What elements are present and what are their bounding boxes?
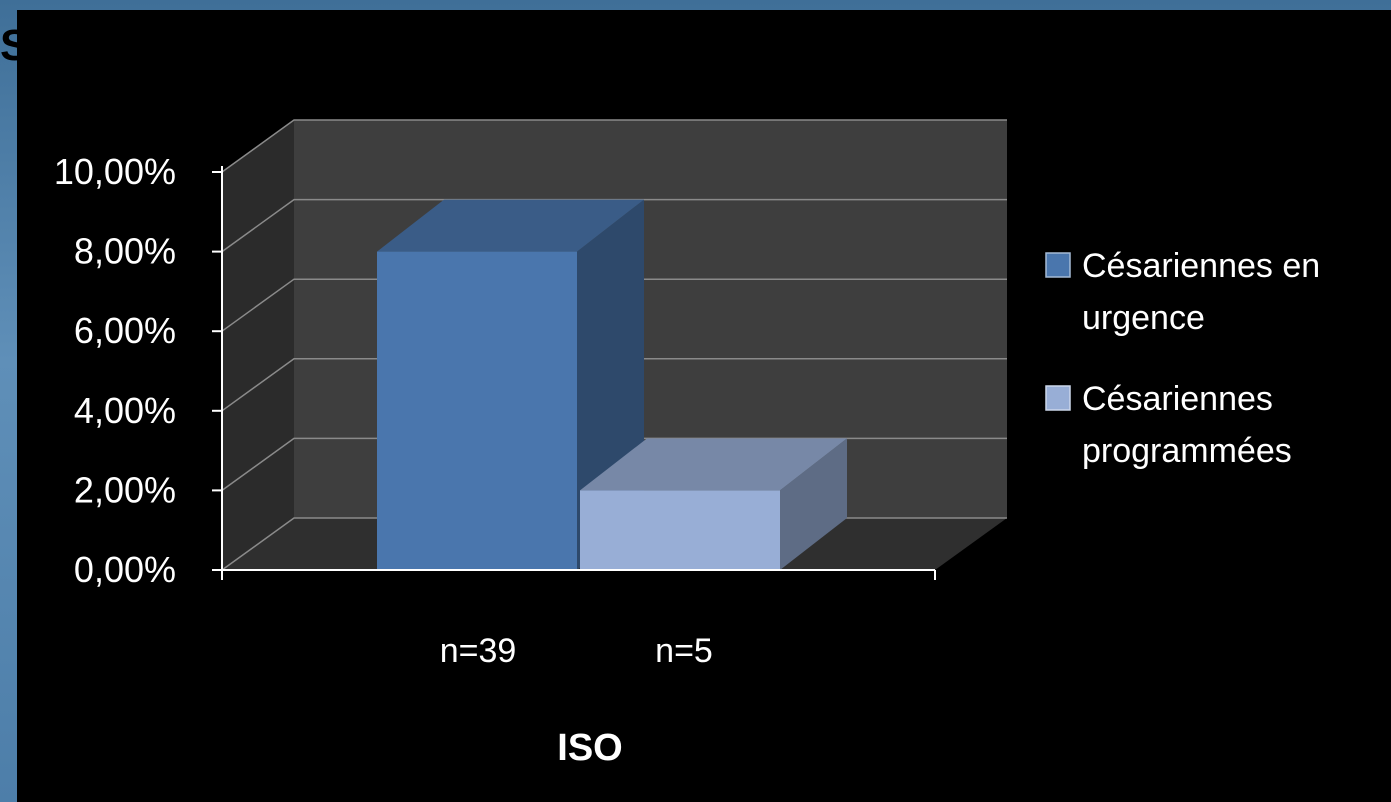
legend-label: Césariennes en (1082, 247, 1320, 285)
bars (377, 199, 847, 570)
legend-label: urgence (1082, 299, 1205, 337)
axes (212, 166, 936, 580)
bar-top-face (580, 438, 847, 491)
legend-swatch (1045, 252, 1071, 278)
gridline (221, 358, 1007, 412)
y-tick-labels: 0,00% 2,00% 4,00% 6,00% 8,00% 10,00% (54, 151, 176, 590)
gridline (221, 198, 1007, 253)
side-wall (222, 120, 294, 570)
bar-front-face (580, 490, 780, 570)
slide-title-fragment: S (0, 21, 30, 70)
legend-item: Césariennes programmées (1045, 380, 1292, 470)
y-tick-label: 8,00% (74, 231, 176, 272)
x-category-labels: n=39 n=5 (440, 632, 713, 670)
y-tick-label: 4,00% (74, 390, 176, 431)
y-tick-label: 10,00% (54, 151, 176, 192)
legend: Césariennes en urgence Césariennes programm… (1045, 247, 1320, 470)
gridline (221, 119, 1007, 173)
bar-top-face (377, 199, 644, 252)
gridline (221, 278, 1007, 332)
bar-programmees (580, 438, 847, 570)
x-axis-title: ISO (557, 727, 622, 769)
x-category-label: n=39 (440, 632, 517, 670)
x-category-label: n=5 (655, 632, 713, 670)
legend-swatch (1045, 385, 1071, 411)
bar-front-face (377, 251, 577, 570)
bar-urgence (377, 199, 644, 570)
y-tick-label: 6,00% (74, 310, 176, 351)
legend-label: Césariennes (1082, 380, 1273, 418)
y-tick-label: 2,00% (74, 469, 176, 510)
legend-item: Césariennes en urgence (1045, 247, 1320, 337)
bar-side-face (780, 438, 847, 570)
legend-label: programmées (1082, 432, 1292, 470)
y-tick-label: 0,00% (74, 549, 176, 590)
